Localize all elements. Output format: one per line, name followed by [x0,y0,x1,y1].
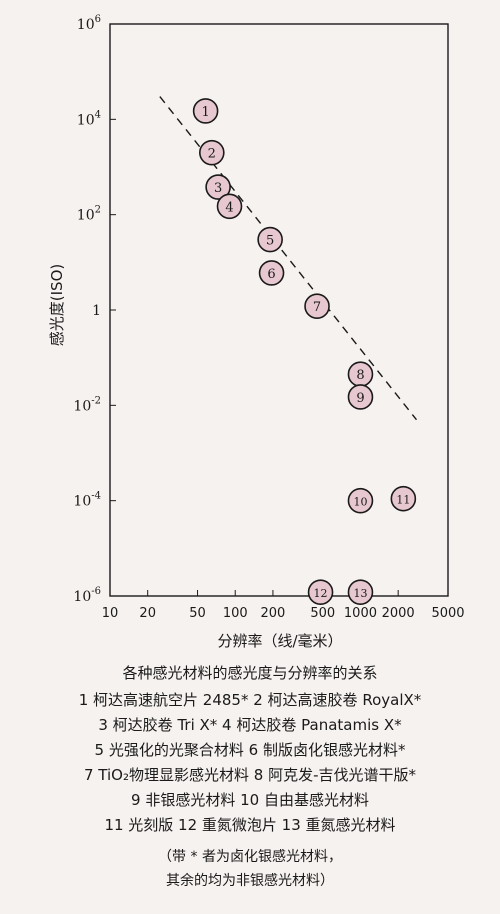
y-tick-label: 10-4 [73,491,101,510]
y-tick-label: 102 [77,205,101,224]
point-label: 13 [353,587,367,600]
data-point: 8 [347,361,374,387]
legend-line-3: 5 光强化的光聚合材料 6 制版卤化银感光材料* [94,741,406,759]
point-label: 7 [313,300,321,315]
chart-svg: 10 20 50 100 200 500 1000 2000 5000106104102110-… [73,14,464,621]
data-point: 12 [307,579,334,606]
y-tick-label: 106 [77,14,101,33]
plot-frame [109,23,449,597]
legend-line-5: 9 非银感光材料 10 自由基感光材料 [131,791,369,809]
data-point: 6 [258,260,285,286]
data-point: 7 [304,293,330,320]
chart-caption-title: 各种感光材料的感光度与分辨率的关系 [122,664,378,682]
axes-group [109,23,449,597]
trend-group [159,96,418,421]
note-line-1: （带 * 者为卤化银感光材料， [158,849,342,865]
point-marker [347,487,374,514]
data-point: 3 [205,174,231,200]
point-marker [216,193,243,220]
caption-legend: 1 柯达高速航空片 2485* 2 柯达高速胶卷 RoyalX* 3 柯达胶卷 … [0,688,500,838]
point-marker [192,98,219,124]
y-tick-label: 10-2 [73,395,101,414]
data-point: 5 [257,226,283,253]
data-point: 9 [347,384,374,410]
point-label: 1 [201,105,209,120]
x-tick-label: 20 [139,606,156,621]
point-marker [257,226,283,253]
x-tick-label: 500 [310,606,335,621]
y-axis-label: 感光度(ISO) [48,263,66,347]
data-point: 13 [347,579,374,606]
caption-note: （带 * 者为卤化银感光材料， 其余的均为非银感光材料） [0,845,500,893]
x-tick-label: 5000 [431,606,464,621]
data-point: 1 [192,98,219,124]
legend-line-2: 3 柯达胶卷 Tri X* 4 柯达胶卷 Panatamis X* [98,716,402,734]
x-tick-label: 200 [261,606,286,621]
legend-line-1: 1 柯达高速航空片 2485* 2 柯达高速胶卷 RoyalX* [78,691,422,709]
x-tick-label: 100 [223,606,248,621]
point-marker [347,384,374,410]
x-tick-label: 1000 [344,606,377,621]
point-marker [347,579,374,606]
legend-line-4: 7 TiO₂物理显影感光材料 8 阿克发-吉伐光谱干版* [84,766,416,784]
point-marker [390,485,417,512]
point-label: 8 [356,368,364,383]
point-label: 10 [353,496,367,509]
legend-line-6: 11 光刻版 12 重氮微泡片 13 重氮感光材料 [104,816,396,834]
ticks-group: 10 20 50 100 200 500 1000 2000 5000106104102110-… [73,14,464,621]
point-marker [199,139,225,166]
note-line-2: 其余的均为非银感光材料） [166,873,334,889]
y-tick-label: 104 [77,109,101,128]
point-marker [307,579,334,606]
point-marker [205,174,231,200]
data-point: 10 [347,487,374,514]
data-point: 2 [199,139,225,166]
point-label: 3 [214,181,222,196]
data-point: 11 [390,485,417,512]
x-tick-label: 2000 [382,606,415,621]
y-tick-label: 10-6 [73,586,101,605]
x-tick-label: 50 [189,606,206,621]
trend-line [159,96,418,421]
point-label: 9 [356,391,364,406]
x-axis-label: 分辨率（线/毫米） [217,632,343,650]
point-label: 4 [225,200,233,215]
point-marker [304,293,330,320]
y-tick-label: 1 [92,303,101,319]
point-label: 6 [267,267,275,282]
point-marker [258,260,285,286]
point-label: 12 [314,587,328,600]
data-point: 4 [216,193,243,220]
x-tick-label: 10 [102,606,119,621]
point-label: 2 [208,147,216,162]
point-label: 5 [266,234,274,249]
point-label: 11 [396,494,410,507]
